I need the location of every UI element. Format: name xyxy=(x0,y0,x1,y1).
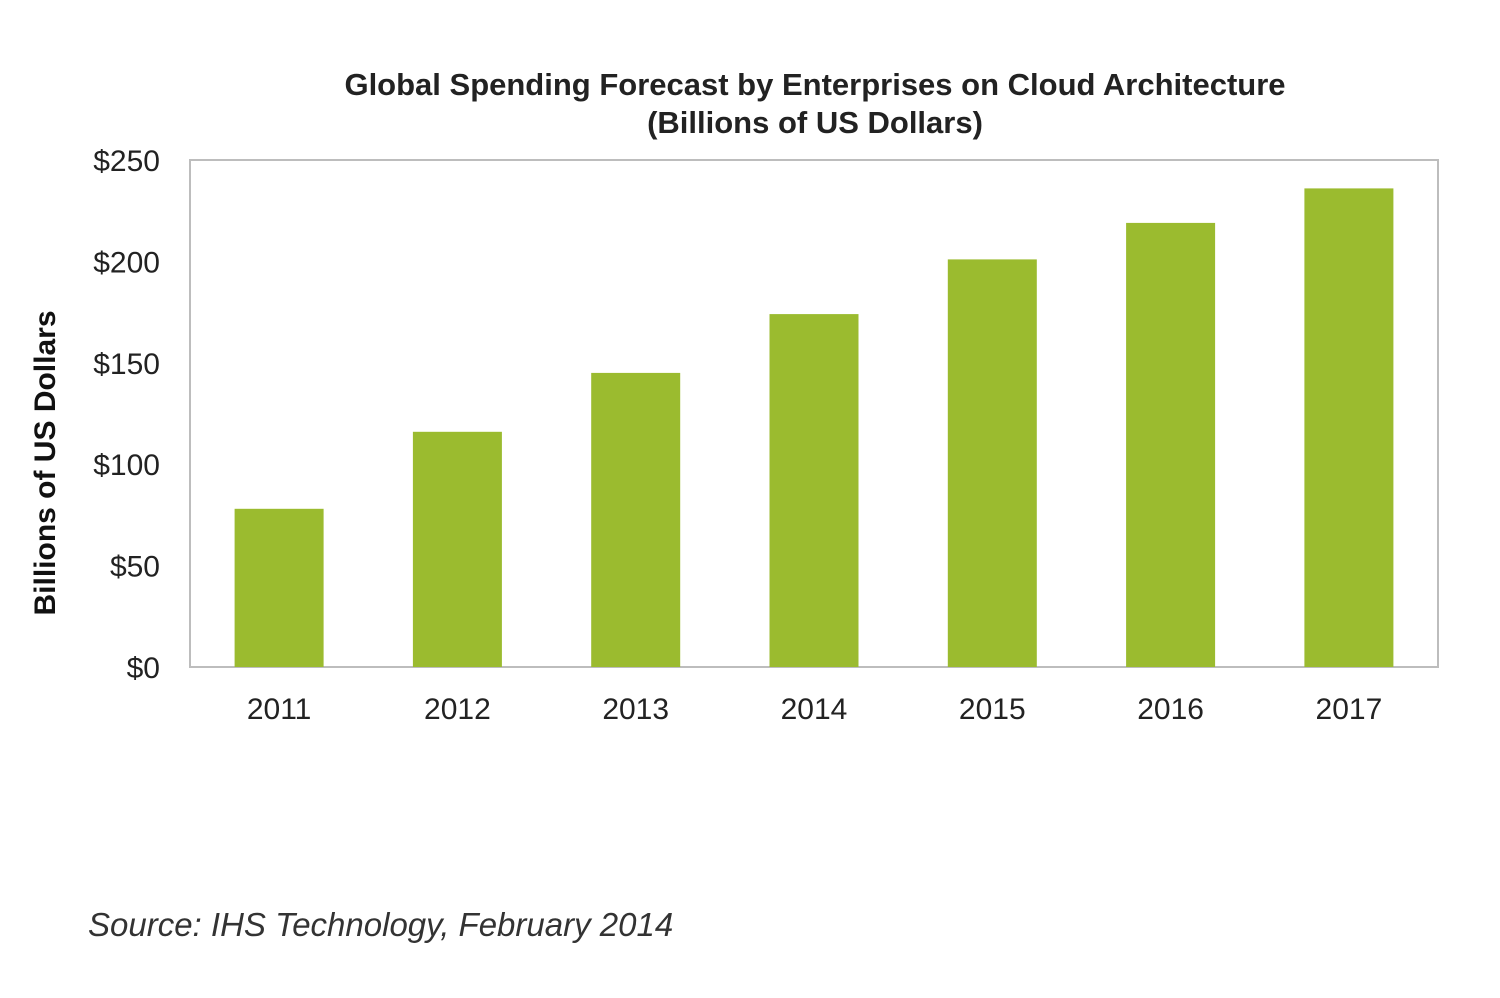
y-axis-label: Billions of US Dollars xyxy=(29,310,62,615)
y-axis-ticks: $0 $50 $100 $150 $200 $250 xyxy=(93,145,160,685)
bar-2015 xyxy=(947,259,1037,667)
y-tick-label: $0 xyxy=(127,652,160,685)
bar-2012 xyxy=(412,431,502,667)
bar-2011 xyxy=(234,508,324,667)
bar-2017 xyxy=(1304,188,1394,667)
chart-subtitle: (Billions of US Dollars) xyxy=(647,105,983,140)
x-tick-label-2011: 2011 xyxy=(247,693,312,726)
x-tick-label-2017: 2017 xyxy=(1316,693,1383,726)
bar-2013 xyxy=(591,372,681,667)
y-tick-label: $200 xyxy=(93,246,160,279)
source-note: Source: IHS Technology, February 2014 xyxy=(88,906,674,943)
bar-2014 xyxy=(769,314,859,667)
x-axis-ticks: 2011 2012 2013 2014 2015 2016 2017 xyxy=(247,693,1382,726)
x-tick-label-2014: 2014 xyxy=(781,693,848,726)
x-tick-label-2015: 2015 xyxy=(959,693,1026,726)
x-tick-label-2013: 2013 xyxy=(602,693,669,726)
bars-group xyxy=(234,188,1394,667)
x-tick-label-2012: 2012 xyxy=(424,693,491,726)
y-tick-label: $100 xyxy=(93,449,160,482)
x-tick-label-2016: 2016 xyxy=(1137,693,1204,726)
y-tick-label: $150 xyxy=(93,348,160,381)
y-tick-label: $50 xyxy=(110,551,160,584)
bar-2016 xyxy=(1126,222,1216,667)
chart-title: Global Spending Forecast by Enterprises … xyxy=(344,67,1285,102)
y-tick-label: $250 xyxy=(93,145,160,178)
